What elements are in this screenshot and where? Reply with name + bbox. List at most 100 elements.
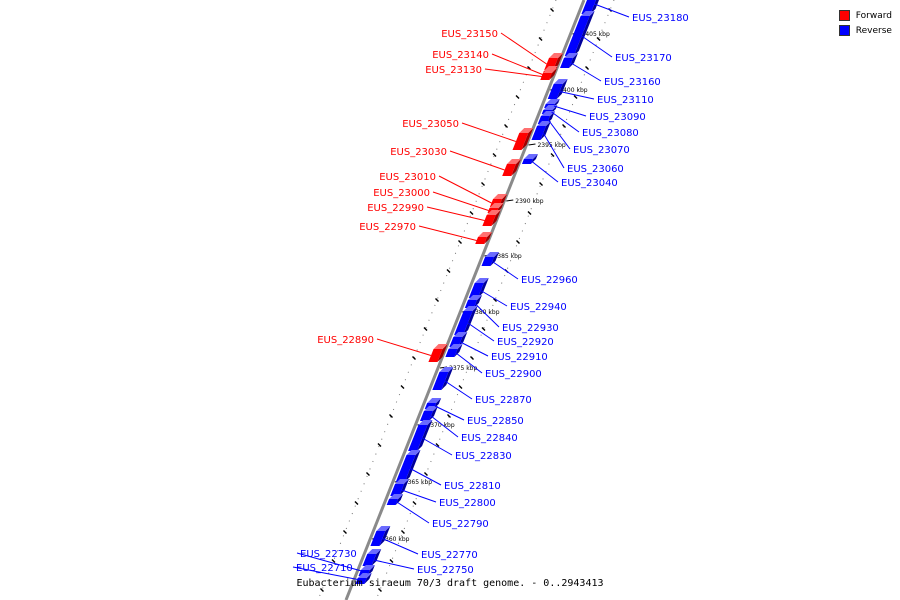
gene-label[interactable]: EUS_23010 bbox=[379, 172, 436, 183]
gene-front-face bbox=[454, 311, 473, 335]
gene-label[interactable]: EUS_22910 bbox=[491, 352, 548, 363]
gene-label[interactable]: EUS_22870 bbox=[475, 395, 532, 406]
tick-mark bbox=[469, 211, 474, 215]
gene-label[interactable]: EUS_22900 bbox=[485, 369, 542, 380]
gene-top-face bbox=[489, 203, 504, 208]
gene-eus-22810[interactable] bbox=[395, 450, 421, 482]
gene-front-face bbox=[521, 159, 533, 164]
gene-front-face bbox=[362, 554, 377, 566]
gene-side-face bbox=[404, 450, 421, 482]
label-leader-lines bbox=[292, 3, 630, 582]
leader-line bbox=[373, 559, 415, 570]
leader-line bbox=[438, 175, 492, 204]
gene-eus-23170[interactable] bbox=[564, 11, 595, 56]
gene-front-face bbox=[547, 84, 563, 99]
gene-side-face bbox=[553, 53, 563, 70]
gene-label[interactable]: EUS_23080 bbox=[582, 128, 639, 139]
gene-label[interactable]: EUS_22850 bbox=[467, 416, 524, 427]
gene-label[interactable]: EUS_23040 bbox=[561, 178, 618, 189]
leader-line bbox=[531, 161, 559, 183]
gene-side-face bbox=[441, 367, 454, 390]
gene-label[interactable]: EUS_22770 bbox=[421, 550, 478, 561]
gene-label[interactable]: EUS_23170 bbox=[615, 53, 672, 64]
gene-label[interactable]: EUS_23180 bbox=[632, 13, 689, 24]
leader-line bbox=[376, 338, 432, 356]
gene-eus-23060[interactable] bbox=[531, 121, 552, 140]
gene-label[interactable]: EUS_23060 bbox=[567, 164, 624, 175]
gene-eus-22770[interactable] bbox=[370, 526, 391, 546]
gene-label[interactable]: EUS_22970 bbox=[359, 222, 416, 233]
gene-top-face bbox=[360, 565, 375, 570]
gene-eus-22920[interactable] bbox=[454, 306, 478, 335]
leader-line bbox=[401, 489, 437, 503]
leader-line bbox=[491, 53, 543, 75]
gene-top-face bbox=[486, 210, 501, 215]
gene-eus-22840[interactable] bbox=[420, 406, 438, 421]
gene-label[interactable]: EUS_23150 bbox=[441, 29, 498, 40]
gene-top-face bbox=[485, 252, 500, 257]
gene-front-face bbox=[468, 283, 484, 298]
gene-label[interactable]: EUS_22840 bbox=[461, 433, 518, 444]
genome-backbone bbox=[344, 0, 586, 600]
gene-eus-22940[interactable] bbox=[468, 278, 489, 298]
gene-eus-23150[interactable] bbox=[544, 53, 563, 70]
gene-label[interactable]: EUS_22830 bbox=[455, 451, 512, 462]
gene-eus-22990[interactable] bbox=[482, 210, 501, 226]
leader-line bbox=[382, 538, 419, 555]
gene-label[interactable]: EUS_22730 bbox=[300, 549, 357, 560]
tick-mark bbox=[412, 501, 417, 505]
gene-label[interactable]: EUS_22890 bbox=[317, 335, 374, 346]
gene-eus-23110[interactable] bbox=[547, 79, 568, 99]
gene-eus-22960[interactable] bbox=[481, 252, 500, 266]
tick-mark bbox=[538, 37, 543, 41]
gene-eus-23040[interactable] bbox=[521, 154, 538, 164]
leader-line bbox=[396, 501, 430, 524]
gene-label[interactable]: EUS_23070 bbox=[573, 145, 630, 156]
gene-label[interactable]: EUS_22940 bbox=[510, 302, 567, 313]
gene-label[interactable]: EUS_22930 bbox=[502, 323, 559, 334]
leader-line bbox=[422, 437, 453, 456]
gene-label[interactable]: EUS_23130 bbox=[425, 65, 482, 76]
gene-label[interactable]: EUS_23110 bbox=[597, 95, 654, 106]
gene-eus-23160[interactable] bbox=[560, 53, 578, 68]
gene-eus-22970[interactable] bbox=[475, 232, 492, 244]
gene-front-face bbox=[475, 237, 487, 244]
gene-label[interactable]: EUS_22920 bbox=[497, 337, 554, 348]
gene-eus-22790[interactable] bbox=[386, 494, 404, 505]
gene-eus-23050[interactable] bbox=[512, 128, 534, 150]
gene-label[interactable]: EUS_23030 bbox=[390, 147, 447, 158]
tick-mark bbox=[492, 153, 497, 157]
gene-label[interactable]: EUS_22750 bbox=[417, 565, 474, 576]
gene-label[interactable]: EUS_22790 bbox=[432, 519, 489, 530]
gene-label[interactable]: EUS_23090 bbox=[589, 112, 646, 123]
tick-mark bbox=[504, 124, 509, 128]
tick-mark bbox=[585, 66, 590, 70]
gene-eus-22750[interactable] bbox=[362, 549, 382, 566]
leader-line bbox=[581, 35, 613, 58]
gene-eus-22800[interactable] bbox=[390, 479, 410, 496]
gene-eus-23130[interactable] bbox=[540, 68, 558, 80]
gene-eus-23030[interactable] bbox=[502, 159, 521, 176]
gene-top-face bbox=[418, 420, 433, 425]
gene-label[interactable]: EUS_22800 bbox=[439, 498, 496, 509]
gene-label[interactable]: EUS_22960 bbox=[521, 275, 578, 286]
gene-eus-22870[interactable] bbox=[432, 367, 454, 390]
leader-line bbox=[551, 111, 580, 133]
tick-mark bbox=[388, 414, 393, 418]
gene-eus-22830[interactable] bbox=[408, 420, 433, 451]
gene-label[interactable]: EUS_23160 bbox=[604, 77, 661, 88]
gene-front-face bbox=[395, 455, 416, 482]
gene-front-face bbox=[482, 215, 496, 226]
gene-label[interactable]: EUS_23050 bbox=[402, 119, 459, 130]
gene-side-face bbox=[417, 420, 433, 451]
tick-mark bbox=[423, 327, 428, 331]
gene-label[interactable]: EUS_22990 bbox=[367, 203, 424, 214]
gene-eus-22890[interactable] bbox=[428, 344, 448, 362]
tick-mark bbox=[550, 8, 555, 12]
gene-label[interactable]: EUS_23000 bbox=[373, 188, 430, 199]
gene-label[interactable]: EUS_22710 bbox=[296, 563, 353, 574]
tick-mark bbox=[550, 153, 555, 157]
gene-label[interactable]: EUS_23140 bbox=[432, 50, 489, 61]
gene-label[interactable]: EUS_22810 bbox=[444, 481, 501, 492]
gene-eus-23180[interactable] bbox=[581, 0, 603, 14]
